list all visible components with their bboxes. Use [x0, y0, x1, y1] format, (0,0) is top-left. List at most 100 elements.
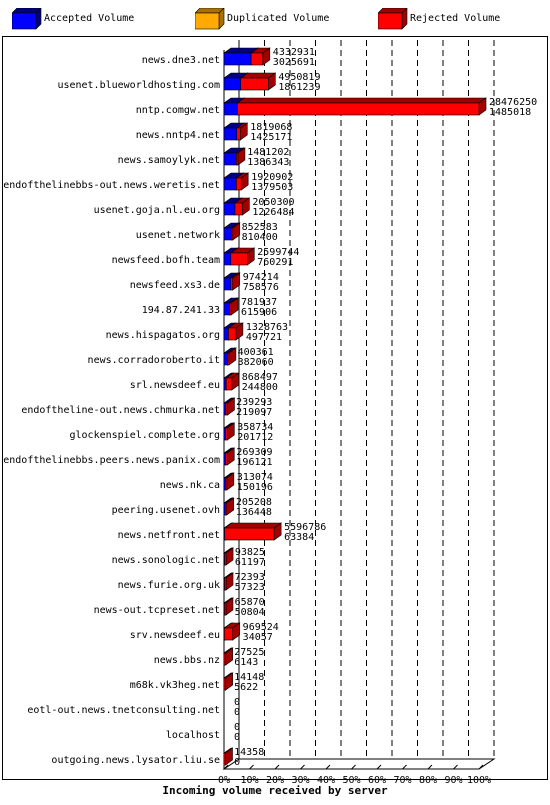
bar-rejected [224, 552, 227, 566]
total-value-label: 1328763 [246, 322, 288, 333]
accepted-value-label: 615906 [241, 307, 277, 318]
accepted-value-label: 136448 [236, 507, 272, 518]
bar-rejected [225, 427, 228, 441]
total-value-label: 868497 [242, 372, 278, 383]
bar-rejected [228, 327, 237, 341]
bar-accepted [223, 102, 238, 116]
category-label: srv.newsdeef.eu [130, 630, 220, 641]
accepted-value-label: 244800 [242, 382, 278, 393]
legend-label-rejected: Rejected Volume [410, 13, 501, 24]
category-label: m68k.vk3heg.net [130, 680, 220, 691]
bar-side-rejected [225, 672, 233, 691]
accepted-value-label: 1226484 [252, 207, 294, 218]
category-label: newsfeed.bofh.team [112, 255, 220, 266]
accepted-value-label: 0 [234, 732, 240, 743]
category-label: news.samoylyk.net [118, 155, 220, 166]
bar-accepted [223, 302, 230, 316]
accepted-value-label: 0 [234, 707, 240, 718]
x-tick-label: 20% [266, 775, 284, 786]
total-value-label: 93825 [235, 547, 265, 558]
x-tick [325, 764, 331, 770]
category-label: 194.87.241.33 [142, 305, 220, 316]
category-label: news.bbs.nz [154, 655, 220, 666]
bar-rejected [224, 627, 233, 641]
bar-rejected [229, 302, 232, 316]
total-value-label: 14148 [234, 672, 264, 683]
category-label: news.sonologic.net [112, 555, 220, 566]
x-tick [453, 764, 458, 770]
accepted-value-label: 63384 [284, 532, 314, 543]
category-label: usenet.network [136, 230, 220, 241]
bar-top-rejected [236, 97, 487, 104]
x-tick [249, 764, 254, 770]
x-tick [351, 764, 356, 770]
total-value-label: 852583 [242, 222, 278, 233]
accepted-value-label: 3025691 [273, 57, 315, 68]
legend-label-duplicated: Duplicated Volume [227, 13, 330, 24]
bar-accepted [223, 52, 252, 66]
bar-rejected [250, 52, 264, 66]
bar-rejected [225, 477, 228, 491]
x-tick [402, 764, 407, 770]
accepted-value-label: 219097 [236, 407, 272, 418]
bar-rejected [223, 652, 226, 666]
bar-accepted [223, 227, 232, 241]
category-label: news.nk.ca [160, 480, 220, 491]
total-value-label: 27525 [234, 647, 264, 658]
chart-title: Incoming volume received by server [162, 784, 388, 797]
total-value-label: 72393 [235, 572, 265, 583]
accepted-value-label: 6143 [234, 657, 258, 668]
category-label: outgoing.news.lysator.liu.se [51, 755, 220, 766]
legend: Accepted Volume Duplicated Volume Reject… [0, 0, 550, 36]
bar-rejected [223, 677, 226, 691]
chart-floor [222, 758, 496, 770]
total-value-label: 781937 [241, 297, 277, 308]
x-tick-label: 80% [419, 775, 437, 786]
category-label: news.hispagatos.org [106, 330, 220, 341]
bar-rejected [227, 352, 230, 366]
category-label: news.nntp4.net [136, 130, 220, 141]
accepted-value-label: 5622 [234, 682, 258, 693]
accepted-value-label: 196121 [236, 457, 272, 468]
bar-accepted [223, 77, 241, 91]
bar-accepted [223, 377, 227, 391]
accepted-value-label: 50804 [235, 607, 265, 618]
bar-accepted [223, 352, 228, 366]
x-tick-label: 90% [444, 775, 462, 786]
total-value-label: 269309 [236, 447, 272, 458]
accepted-value-label: 1425171 [250, 132, 292, 143]
x-tick [300, 764, 305, 770]
bar-rejected [230, 252, 248, 266]
bar-accepted [223, 127, 238, 141]
total-value-label: 1920902 [251, 172, 293, 183]
bar-top-rejected [223, 522, 283, 529]
total-value-label: 969524 [243, 622, 279, 633]
x-tick-label: 100% [467, 775, 491, 786]
x-tick-label: 60% [368, 775, 386, 786]
category-label: peering.usenet.ovh [112, 505, 220, 516]
rejected-swatch [378, 8, 408, 30]
total-value-label: 239293 [236, 397, 272, 408]
duplicated-swatch [195, 8, 225, 30]
category-label: usenet.blueworldhosting.com [57, 80, 220, 91]
category-label: news.dne3.net [142, 55, 220, 66]
category-label: glockenspiel.complete.org [69, 430, 220, 441]
bar-rejected [234, 202, 243, 216]
bar-accepted [223, 152, 237, 166]
category-label: endoftheline-out.news.chmurka.net [21, 405, 220, 416]
chart-frame [2, 36, 548, 780]
legend-label-accepted: Accepted Volume [44, 13, 135, 24]
category-label: news.corradoroberto.it [88, 355, 220, 366]
x-tick-label: 40% [317, 775, 335, 786]
x-tick [223, 764, 229, 770]
accepted-value-label: 61197 [235, 557, 265, 568]
x-tick-label: 0% [218, 775, 230, 786]
bar-rejected [224, 577, 227, 591]
bar-rejected [224, 502, 228, 516]
accepted-value-label: 0 [234, 757, 240, 768]
bar-rejected [236, 177, 242, 191]
category-label: news.furie.org.uk [118, 580, 220, 591]
accepted-value-label: 758576 [243, 282, 279, 293]
bar-accepted [223, 252, 232, 266]
total-value-label: 358734 [237, 422, 273, 433]
